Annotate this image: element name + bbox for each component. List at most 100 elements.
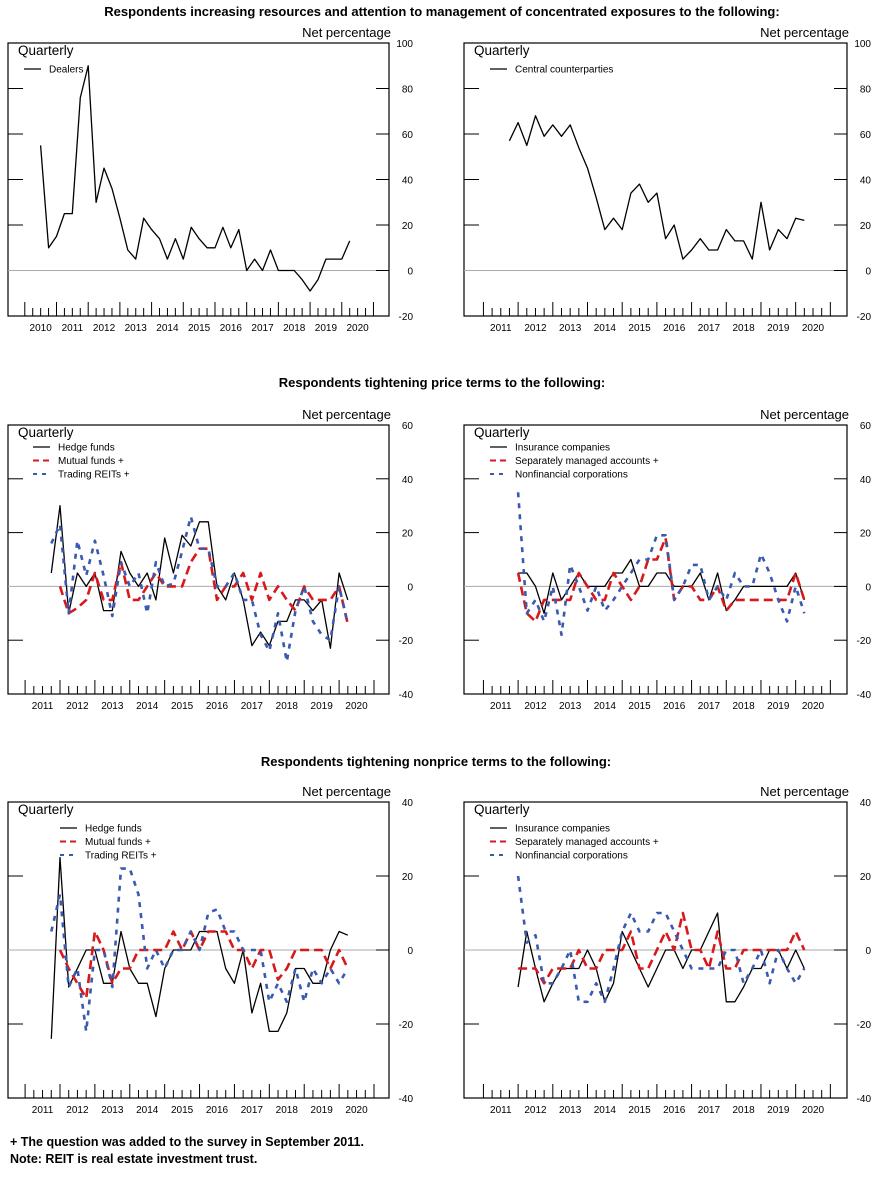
legend-label: Separately managed accounts + (515, 456, 659, 467)
section-title-price-terms: Respondents tightening price terms to th… (279, 375, 605, 390)
x-tick-label: 2012 (524, 701, 547, 712)
legend-label: Trading REITs + (85, 851, 157, 862)
x-tick-label: 2016 (206, 1105, 229, 1116)
x-tick-label: 2012 (66, 701, 89, 712)
x-tick-label: 2014 (594, 701, 617, 712)
y-tick-label: 0 (865, 946, 871, 957)
y-tick-label: 0 (865, 267, 871, 278)
plot-frame (463, 424, 848, 695)
x-tick-label: 2015 (188, 323, 211, 334)
frequency-label: Quarterly (474, 425, 530, 440)
series-line-trading-reits (50, 867, 349, 1033)
x-tick-label: 2020 (345, 1105, 368, 1116)
y-tick-label: -20 (399, 636, 414, 647)
y-axis-label: Net percentage (760, 784, 849, 799)
x-tick-label: 2015 (628, 701, 651, 712)
x-tick-label: 2013 (559, 323, 582, 334)
section-title-nonprice-terms: Respondents tightening nonprice terms to… (261, 754, 611, 769)
x-tick-label: 2010 (30, 323, 53, 334)
y-tick-label: 20 (860, 872, 872, 883)
series-line-insurance-companies (517, 912, 805, 1003)
legend-label: Separately managed accounts + (515, 837, 659, 848)
frequency-label: Quarterly (18, 43, 74, 58)
y-tick-label: 0 (407, 267, 413, 278)
x-tick-label: 2019 (767, 1105, 790, 1116)
chart-panel-3: -40 -20 0 20 40 60 2011 2012 2013 2014 2015 2016 201… (463, 407, 872, 712)
x-tick-label: 2018 (732, 1105, 755, 1116)
footnote-note: Note: REIT is real estate investment tru… (10, 1152, 257, 1166)
x-tick-label: 2016 (206, 701, 229, 712)
x-tick-label: 2018 (732, 701, 755, 712)
y-tick-label: -20 (857, 636, 872, 647)
legend-label: Central counterparties (515, 65, 613, 76)
chart-panel-0: -20 0 20 40 60 80 100 2010 2011 2012 2013 2014 2015 2… (7, 25, 414, 334)
series-line-dealers (39, 65, 351, 292)
series-line-separately-managed-accounts (518, 911, 806, 985)
x-tick-label: 2011 (490, 323, 512, 334)
legend-label: Dealers (49, 65, 83, 76)
x-tick-label: 2017 (698, 701, 721, 712)
y-tick-label: 60 (402, 421, 414, 432)
legend-label: Nonfinancial corporations (515, 851, 628, 862)
series-line-nonfinancial-corporations (516, 492, 806, 637)
x-tick-label: 2020 (346, 323, 369, 334)
y-tick-label: -40 (857, 690, 872, 701)
x-tick-label: 2011 (62, 323, 84, 334)
y-tick-label: 40 (860, 176, 872, 187)
x-tick-label: 2016 (663, 701, 686, 712)
x-tick-label: 2013 (559, 1105, 582, 1116)
y-tick-label: 60 (402, 130, 414, 141)
y-tick-label: 40 (402, 176, 414, 187)
y-axis-label: Net percentage (760, 407, 849, 422)
y-tick-label: 100 (854, 39, 871, 50)
plot-frame (463, 42, 848, 317)
x-tick-label: 2020 (802, 701, 825, 712)
y-axis-label: Net percentage (302, 407, 391, 422)
x-tick-label: 2019 (311, 1105, 334, 1116)
x-tick-label: 2016 (220, 323, 243, 334)
y-tick-label: 0 (865, 582, 871, 593)
x-tick-label: 2019 (767, 323, 790, 334)
x-tick-label: 2014 (594, 1105, 617, 1116)
y-tick-label: 40 (402, 475, 414, 486)
legend-label: Hedge funds (85, 824, 142, 835)
y-tick-label: 80 (860, 85, 872, 96)
x-tick-label: 2013 (101, 1105, 124, 1116)
y-tick-label: 60 (860, 421, 872, 432)
footnote-plus: + The question was added to the survey i… (10, 1135, 364, 1149)
y-tick-label: -40 (399, 1094, 414, 1105)
x-tick-label: 2017 (698, 323, 721, 334)
frequency-label: Quarterly (474, 43, 530, 58)
x-tick-label: 2017 (241, 701, 264, 712)
y-tick-label: 0 (407, 946, 413, 957)
y-axis-label: Net percentage (302, 25, 391, 40)
series-line-separately-managed-accounts (516, 536, 806, 623)
x-tick-label: 2015 (628, 323, 651, 334)
legend-label: Insurance companies (515, 443, 610, 454)
y-tick-label: 60 (860, 130, 872, 141)
x-tick-label: 2014 (136, 701, 159, 712)
x-tick-label: 2019 (315, 323, 338, 334)
y-tick-label: 20 (860, 221, 872, 232)
y-tick-label: 20 (402, 529, 414, 540)
x-tick-label: 2014 (594, 323, 617, 334)
x-tick-label: 2011 (490, 1105, 512, 1116)
x-tick-label: 2017 (698, 1105, 721, 1116)
y-tick-label: 40 (402, 798, 414, 809)
y-tick-label: 100 (396, 39, 413, 50)
x-tick-label: 2011 (32, 1105, 54, 1116)
y-tick-label: 40 (860, 475, 872, 486)
x-tick-label: 2017 (251, 323, 274, 334)
x-tick-label: 2016 (663, 323, 686, 334)
y-tick-label: 20 (860, 529, 872, 540)
y-tick-label: -20 (399, 312, 414, 323)
x-tick-label: 2012 (93, 323, 116, 334)
section-title-concentrated-exposures: Respondents increasing resources and att… (104, 4, 779, 19)
y-tick-label: 20 (402, 872, 414, 883)
y-tick-label: -20 (857, 1020, 872, 1031)
frequency-label: Quarterly (474, 802, 530, 817)
legend-label: Mutual funds + (85, 837, 151, 848)
x-tick-label: 2015 (628, 1105, 651, 1116)
x-tick-label: 2018 (283, 323, 306, 334)
frequency-label: Quarterly (18, 425, 74, 440)
